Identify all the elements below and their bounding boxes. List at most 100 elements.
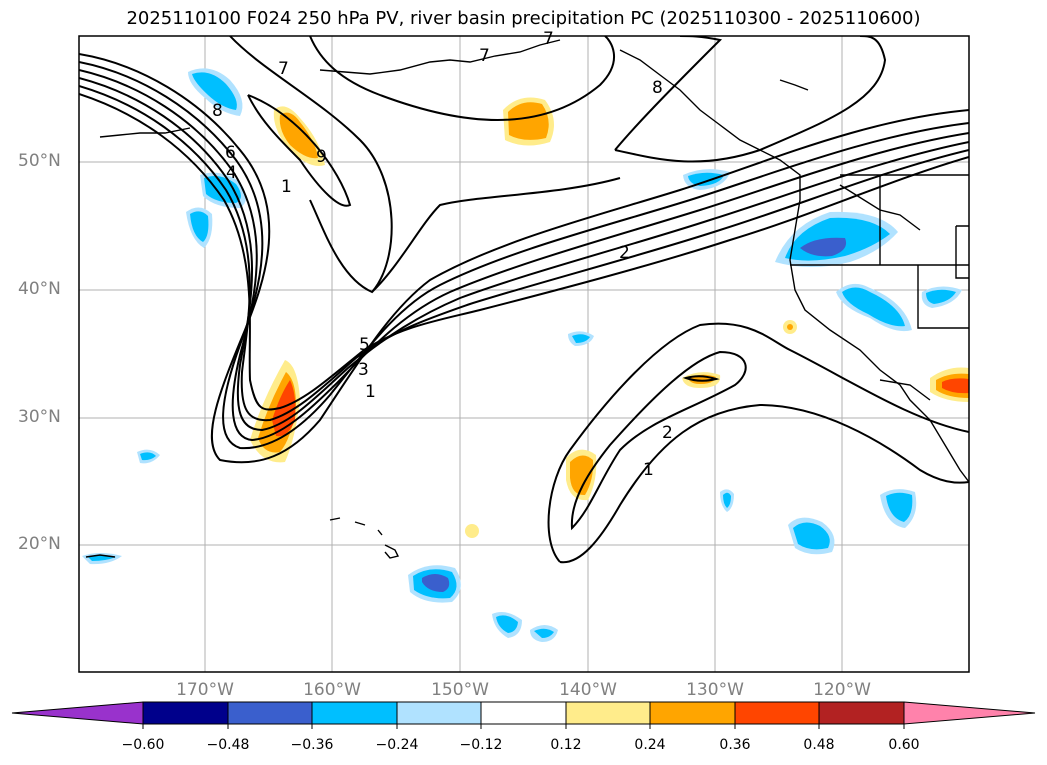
coastline <box>99 127 191 138</box>
precip-blob-neg <box>204 176 241 203</box>
contour-label: 5 <box>359 335 370 355</box>
contour-label: 7 <box>479 46 490 66</box>
pv-contour-line <box>79 77 969 432</box>
lon-label: 130°W <box>686 680 744 700</box>
precip-blob-pos <box>508 102 549 140</box>
pv-contour-line <box>547 322 969 563</box>
lat-label: 40°N <box>18 279 61 299</box>
coastline <box>839 184 921 231</box>
contour-label: 2 <box>619 243 630 263</box>
lat-label: 50°N <box>18 151 61 171</box>
precip-blob-neg <box>800 237 847 257</box>
lon-label: 120°W <box>813 680 871 700</box>
colorbar-tick-label: 0.36 <box>719 737 751 753</box>
pv-contour-line <box>79 85 969 422</box>
lon-label: 170°W <box>176 680 234 700</box>
colorbar-segment <box>734 701 820 725</box>
pv-contour-line <box>229 36 393 294</box>
colorbar-tick-label: −0.36 <box>290 737 334 753</box>
contour-label: 6 <box>225 143 236 163</box>
coastline <box>790 174 969 266</box>
pv-contour-line <box>309 36 616 121</box>
colorbar-segment <box>142 701 229 725</box>
colorbar-tick-label: −0.60 <box>121 737 165 753</box>
contour-label: 1 <box>643 460 654 480</box>
colorbar-tick-label: −0.48 <box>206 737 250 753</box>
colorbar-segment <box>649 701 736 725</box>
pv-contours <box>79 36 969 564</box>
colorbar-tick-label: 0.12 <box>550 737 582 753</box>
precip-blob-neg <box>140 452 156 461</box>
precip-blob-neg <box>688 172 724 186</box>
coastline <box>329 517 400 559</box>
precip-blob-neg <box>192 72 237 110</box>
lon-label: 150°W <box>431 680 489 700</box>
colorbar-segment <box>396 701 482 725</box>
map-frame <box>78 35 970 673</box>
colorbar-segment <box>311 701 398 725</box>
precip-blob-neg <box>926 289 956 304</box>
colorbar-segment <box>480 701 567 725</box>
precip-shading <box>82 68 969 642</box>
precip-blob-pos <box>465 524 479 538</box>
precip-blob-neg <box>422 574 450 592</box>
pv-contour-line <box>570 350 747 531</box>
precip-blob-neg <box>886 492 913 522</box>
lat-label: 20°N <box>18 534 61 554</box>
colorbar-tick-label: 0.48 <box>803 737 835 753</box>
precip-blob-pos <box>570 455 594 496</box>
colorbar-tick-label: 0.24 <box>634 737 666 753</box>
coastline <box>917 265 969 329</box>
contour-label: 1 <box>281 177 292 197</box>
colorbar-tick-label: −0.24 <box>375 737 419 753</box>
precip-blob-neg <box>190 211 209 242</box>
pv-contour-line <box>247 94 352 207</box>
pv-contour-line <box>614 36 887 163</box>
coastline <box>85 554 116 558</box>
contour-labels: 7 7 7 8 9 6 4 1 2 5 3 1 2 1 8 <box>212 29 673 480</box>
map-title: 2025110100 F024 250 hPa PV, river basin … <box>126 8 921 29</box>
colorbar-segment <box>227 701 313 725</box>
lon-label: 140°W <box>559 680 617 700</box>
precip-blob-neg <box>842 287 905 327</box>
contour-label: 4 <box>226 163 237 183</box>
contour-label: 7 <box>543 29 554 49</box>
pv-contour-line <box>682 375 720 382</box>
coastline <box>879 379 931 401</box>
colorbar <box>11 701 1036 729</box>
pv-contour-line <box>79 69 969 442</box>
colorbar-segment <box>818 701 905 725</box>
lat-label: 30°N <box>18 407 61 427</box>
contour-label: 7 <box>278 59 289 79</box>
coastline <box>319 39 561 75</box>
precip-blob-neg <box>496 615 518 633</box>
contour-label: 9 <box>316 147 327 167</box>
contour-label: 8 <box>652 78 663 98</box>
colorbar-extend-high <box>903 701 1036 725</box>
pv-contour-line <box>79 93 969 411</box>
precip-blob-pos <box>272 380 296 437</box>
coastline <box>955 225 969 279</box>
colorbar-tick-label: −0.12 <box>459 737 503 753</box>
precip-blob-neg <box>572 334 590 343</box>
colorbar-segment <box>565 701 651 725</box>
precip-blob-neg <box>534 628 554 638</box>
coastline <box>619 49 969 483</box>
precip-blob-pos <box>787 324 793 330</box>
precip-blob-pos <box>942 378 969 394</box>
colorbar-extend-low <box>11 701 144 725</box>
coastline <box>779 79 809 91</box>
contour-label: 2 <box>662 423 673 443</box>
pv-contour-line <box>371 177 621 293</box>
pv-contour-line <box>79 53 969 464</box>
lon-label: 160°W <box>303 680 361 700</box>
coastlines <box>85 39 969 559</box>
pv-contour-line <box>559 403 969 564</box>
colorbar-tick-label: 0.60 <box>888 737 920 753</box>
precip-blob-neg <box>723 492 731 508</box>
precip-blob-neg <box>793 522 830 550</box>
contour-label: 3 <box>358 360 369 380</box>
contour-label: 8 <box>212 101 223 121</box>
precip-blob-pos <box>279 112 318 159</box>
